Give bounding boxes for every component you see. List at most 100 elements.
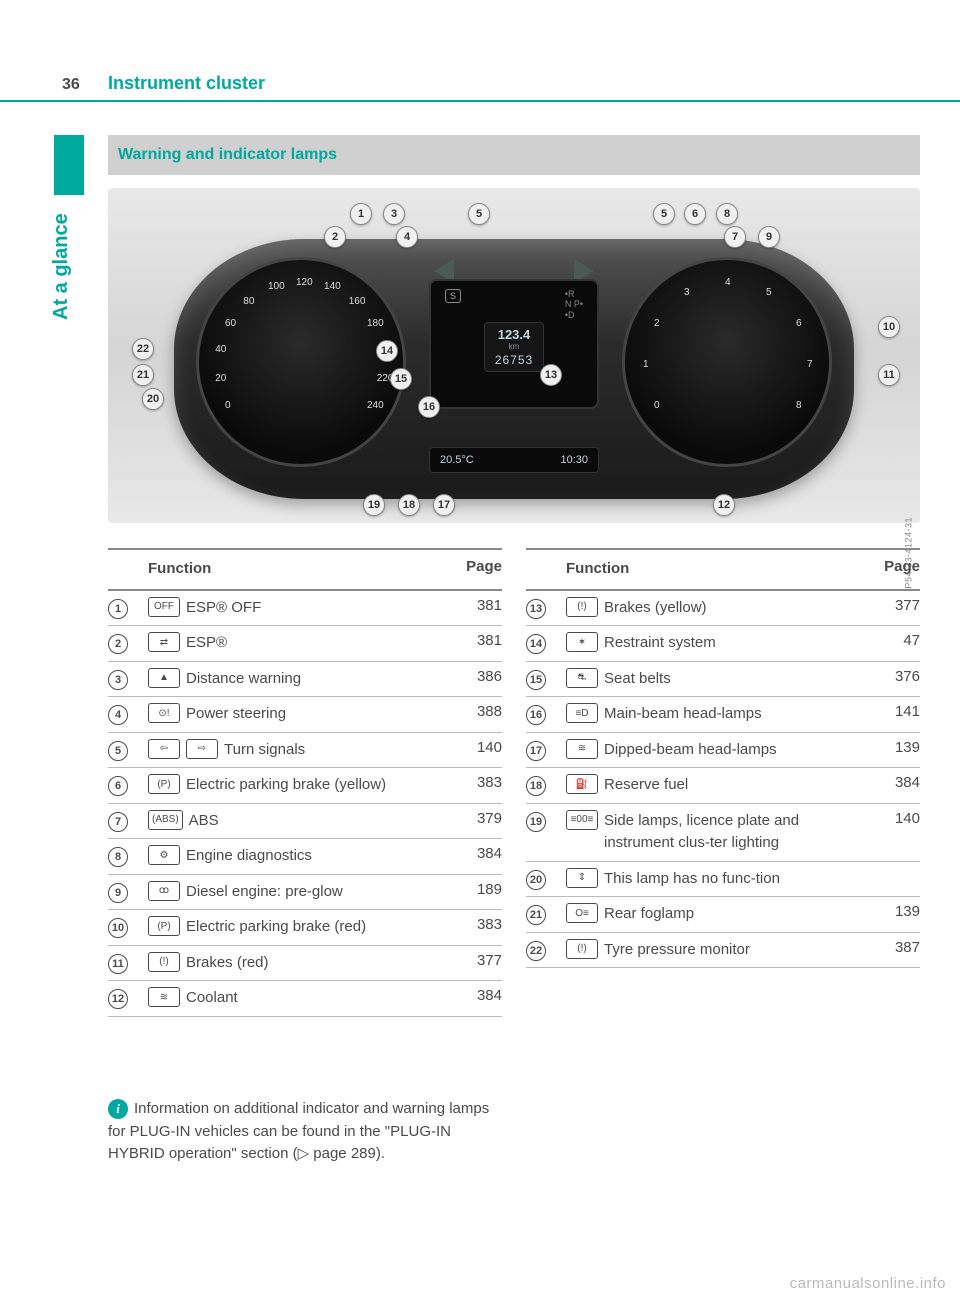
tyre-pressure-icon: (!) — [566, 939, 598, 959]
multifunction-display: S •R N P• •D 123.4 km 26753 — [429, 279, 599, 409]
odometer-value: 26753 — [495, 353, 533, 367]
row-number-badge: 12 — [108, 989, 128, 1009]
speedo-tick: 20 — [215, 373, 226, 384]
seatbelt-icon: ⛐ — [566, 668, 598, 688]
function-text: ABS — [189, 810, 442, 833]
row-number-badge: 19 — [526, 812, 546, 832]
page-number: 36 — [62, 76, 80, 94]
page-ref: 47 — [860, 632, 920, 649]
table-row: 7(ABS)ABS379 — [108, 804, 502, 840]
callout-11: 11 — [878, 364, 900, 386]
callout-20: 20 — [142, 388, 164, 410]
table-row: 21O≡Rear foglamp139 — [526, 897, 920, 933]
tacho-tick: 2 — [654, 318, 660, 329]
function-text: Rear foglamp — [604, 903, 860, 926]
speedo-tick: 180 — [367, 318, 384, 329]
table-header: Function Page — [526, 548, 920, 591]
esp-icon: ⇄ — [148, 632, 180, 652]
function-text: Turn signals — [224, 739, 442, 762]
function-text: Restraint system — [604, 632, 860, 655]
parking-brake-yellow-icon: (P) — [148, 774, 180, 794]
watermark: carmanualsonline.info — [790, 1275, 946, 1292]
gear-r: •R — [565, 289, 583, 300]
section-title: Warning and indicator lamps — [118, 146, 337, 164]
page-ref: 140 — [442, 739, 502, 756]
page-ref: 189 — [442, 881, 502, 898]
table-row: 8⚙Engine diagnostics384 — [108, 839, 502, 875]
table-row: 9ꚙDiesel engine: pre-glow189 — [108, 875, 502, 911]
gear-indicator: •R N P• •D — [565, 289, 583, 321]
table-row: 3▲Distance warning386 — [108, 662, 502, 698]
function-text: Power steering — [186, 703, 442, 726]
row-number-badge: 4 — [108, 705, 128, 725]
header-title: Instrument cluster — [108, 73, 265, 94]
section-tab-marker — [54, 135, 84, 195]
function-text: ESP® OFF — [186, 597, 442, 620]
callout-21: 21 — [132, 364, 154, 386]
cluster-body: 020406080100120140160180200220240 012345… — [174, 239, 854, 499]
tacho-tick: 1 — [643, 359, 649, 370]
page-ref: 377 — [442, 952, 502, 969]
row-number-badge: 10 — [108, 918, 128, 938]
engine-diagnostics-icon: ⚙ — [148, 845, 180, 865]
page-ref: 383 — [442, 774, 502, 791]
table-row: 2⇄ESP®381 — [108, 626, 502, 662]
row-number-badge: 2 — [108, 634, 128, 654]
callout-17: 17 — [433, 494, 455, 516]
table-row: 17≋Dipped-beam head-lamps139 — [526, 733, 920, 769]
page-ref: 384 — [442, 987, 502, 1004]
table-row: 20⇕This lamp has no func-tion — [526, 862, 920, 898]
row-number-badge: 5 — [108, 741, 128, 761]
distance-warning-icon: ▲ — [148, 668, 180, 688]
page-ref: 141 — [860, 703, 920, 720]
callout-9: 9 — [758, 226, 780, 248]
page-ref: 383 — [442, 916, 502, 933]
tacho-tick: 6 — [796, 318, 802, 329]
row-number-badge: 9 — [108, 883, 128, 903]
table-row: 22(!)Tyre pressure monitor387 — [526, 933, 920, 969]
row-number-badge: 3 — [108, 670, 128, 690]
bottom-info-display: 20.5°C 10:30 — [429, 447, 599, 473]
table-row: 4⊙!Power steering388 — [108, 697, 502, 733]
callout-10: 10 — [878, 316, 900, 338]
no-function-icon: ⇕ — [566, 868, 598, 888]
restraint-icon: ✶ — [566, 632, 598, 652]
page-ref: 379 — [442, 810, 502, 827]
function-text: This lamp has no func-tion — [604, 868, 860, 891]
tacho-tick: 7 — [807, 359, 813, 370]
callout-2: 2 — [324, 226, 346, 248]
row-number-badge: 18 — [526, 776, 546, 796]
function-text: Brakes (yellow) — [604, 597, 860, 620]
page-ref: 387 — [860, 939, 920, 956]
function-text: Electric parking brake (yellow) — [186, 774, 442, 797]
trip-display: 123.4 km 26753 — [484, 322, 544, 372]
page-ref: 139 — [860, 903, 920, 920]
row-number-badge: 15 — [526, 670, 546, 690]
tacho-tick: 0 — [654, 400, 660, 411]
col-page-header: Page — [860, 558, 920, 581]
function-text: Seat belts — [604, 668, 860, 691]
row-number-badge: 16 — [526, 705, 546, 725]
esp-off-icon: OFF — [148, 597, 180, 617]
row-number-badge: 17 — [526, 741, 546, 761]
row-number-badge: 13 — [526, 599, 546, 619]
callout-6: 6 — [684, 203, 706, 225]
table-header: Function Page — [108, 548, 502, 591]
row-number-badge: 8 — [108, 847, 128, 867]
function-text: ESP® — [186, 632, 442, 655]
callout-19: 19 — [363, 494, 385, 516]
speedo-tick: 80 — [243, 296, 254, 307]
turn-right-icon: ⇨ — [186, 739, 218, 759]
callout-12: 12 — [713, 494, 735, 516]
function-text: Engine diagnostics — [186, 845, 442, 868]
function-text: Distance warning — [186, 668, 442, 691]
callout-5: 5 — [653, 203, 675, 225]
callout-18: 18 — [398, 494, 420, 516]
outside-temp: 20.5°C — [440, 454, 474, 466]
info-icon: i — [108, 1099, 128, 1119]
header-bar: 36 Instrument cluster — [0, 72, 960, 102]
table-row: 14✶Restraint system47 — [526, 626, 920, 662]
preglow-icon: ꚙ — [148, 881, 180, 901]
speedo-tick: 160 — [349, 296, 366, 307]
info-note: iInformation on additional indicator and… — [108, 1098, 502, 1166]
